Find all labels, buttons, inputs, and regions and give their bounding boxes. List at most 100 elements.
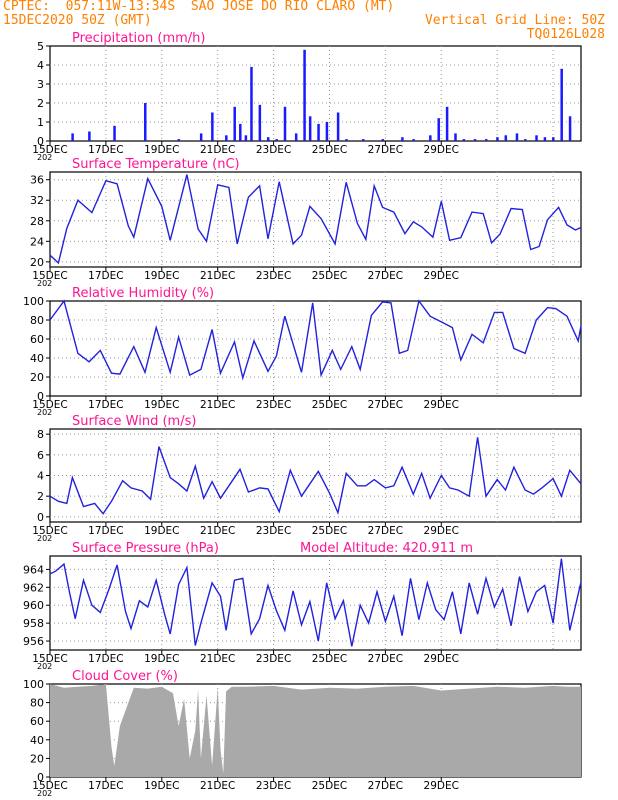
- x-tick-label: 29DEC: [424, 780, 459, 792]
- panel-title: Relative Humidity (%): [72, 286, 214, 301]
- precip-bar: [317, 123, 320, 141]
- y-tick-label: 20: [30, 256, 44, 269]
- x-tick-label: 17DEC: [88, 525, 123, 537]
- precip-bar: [515, 133, 519, 141]
- precip-bar: [258, 104, 262, 141]
- precip-bar: [429, 135, 432, 141]
- precip-bar: [543, 137, 547, 141]
- x-tick-label: 19DEC: [144, 653, 179, 665]
- x-tick-label: 19DEC: [144, 144, 179, 156]
- y-tick-label: 5: [37, 40, 44, 53]
- panel-frame: [49, 45, 582, 142]
- x-tick-label: 27DEC: [368, 399, 403, 411]
- x-tick-label: 15DEC: [32, 525, 67, 537]
- y-tick-label: 0: [37, 771, 44, 784]
- x-tick-label: 25DEC: [312, 399, 347, 411]
- header-line1: CPTEC: 057:11W-13:34S SAO JOSE DO RIO CL…: [3, 0, 395, 14]
- precip-bar: [336, 112, 340, 141]
- precip-bar: [266, 137, 270, 141]
- year-label: 202: [37, 534, 52, 543]
- x-tick-label: 23DEC: [256, 270, 291, 282]
- precip-bar: [325, 122, 329, 141]
- panel-frame: [49, 300, 582, 397]
- panel-title: Surface Temperature (nC): [72, 157, 240, 172]
- precip-bar: [177, 139, 181, 141]
- y-tick-label: 40: [30, 352, 44, 365]
- y-tick-label: 960: [23, 599, 44, 612]
- panel-title: Surface Wind (m/s): [72, 414, 196, 429]
- x-tick-label: 25DEC: [312, 525, 347, 537]
- precip-bar: [144, 103, 147, 141]
- series-line: [49, 558, 582, 647]
- x-tick-label: 17DEC: [88, 270, 123, 282]
- y-tick-label: 6: [37, 449, 44, 462]
- x-tick-label: 17DEC: [88, 653, 123, 665]
- precip-bar: [454, 133, 457, 141]
- precip-bar: [244, 135, 248, 141]
- year-label: 202: [37, 408, 52, 417]
- model-altitude: Model Altitude: 420.911 m: [300, 541, 473, 556]
- precip-bar: [496, 137, 499, 141]
- precip-bar: [113, 125, 116, 141]
- precip-bar: [484, 139, 488, 141]
- x-tick-label: 21DEC: [200, 144, 235, 156]
- precip-bar: [524, 139, 527, 141]
- precip-bar: [381, 139, 385, 141]
- series-line: [49, 437, 582, 516]
- x-tick-label: 17DEC: [88, 780, 123, 792]
- x-tick-label: 23DEC: [256, 399, 291, 411]
- precip-bar: [303, 49, 306, 141]
- precip-bar: [560, 68, 563, 141]
- precip-bar: [401, 137, 404, 141]
- precip-bar: [294, 133, 298, 141]
- x-tick-label: 29DEC: [424, 653, 459, 665]
- x-tick-label: 21DEC: [200, 270, 235, 282]
- y-tick-label: 3: [37, 78, 44, 91]
- x-tick-label: 21DEC: [200, 525, 235, 537]
- x-tick-label: 29DEC: [424, 525, 459, 537]
- precip-bar: [239, 123, 242, 141]
- precip-bar: [473, 139, 477, 141]
- y-tick-label: 964: [23, 563, 44, 576]
- y-tick-label: 80: [30, 697, 44, 710]
- year-label: 202: [37, 279, 52, 288]
- y-tick-label: 962: [23, 581, 44, 594]
- x-tick-label: 29DEC: [424, 144, 459, 156]
- y-tick-label: 32: [30, 194, 44, 207]
- y-tick-label: 956: [23, 635, 44, 648]
- precip-bar: [88, 131, 91, 141]
- x-tick-label: 23DEC: [256, 780, 291, 792]
- x-tick-label: 15DEC: [32, 653, 67, 665]
- header-run-id: TQ0126L028: [526, 27, 605, 42]
- x-tick-label: 15DEC: [32, 144, 67, 156]
- x-tick-label: 21DEC: [200, 780, 235, 792]
- x-tick-label: 19DEC: [144, 780, 179, 792]
- precip-bar: [233, 106, 236, 141]
- precip-bar: [552, 137, 555, 141]
- precip-bar: [462, 139, 466, 141]
- precip-bar: [199, 133, 203, 141]
- precip-bar: [283, 106, 287, 141]
- series-line: [49, 299, 582, 381]
- y-tick-label: 4: [37, 59, 44, 72]
- x-tick-label: 19DEC: [144, 399, 179, 411]
- header-grid-line: Vertical Grid Line: 50Z: [424, 13, 605, 28]
- panel-title: Surface Pressure (hPa): [72, 541, 219, 556]
- x-tick-label: 27DEC: [368, 144, 403, 156]
- y-tick-label: 1: [37, 116, 44, 129]
- x-tick-label: 29DEC: [424, 270, 459, 282]
- y-tick-label: 60: [30, 333, 44, 346]
- y-tick-label: 8: [37, 428, 44, 441]
- y-tick-label: 36: [30, 174, 44, 187]
- y-tick-label: 0: [37, 511, 44, 524]
- year-label: 202: [37, 153, 52, 162]
- x-tick-label: 19DEC: [144, 270, 179, 282]
- y-tick-label: 28: [30, 215, 44, 228]
- y-tick-label: 20: [30, 371, 44, 384]
- x-tick-label: 25DEC: [312, 780, 347, 792]
- y-tick-label: 958: [23, 617, 44, 630]
- year-label: 202: [37, 789, 52, 798]
- precip-bar: [250, 66, 253, 141]
- x-tick-label: 27DEC: [368, 780, 403, 792]
